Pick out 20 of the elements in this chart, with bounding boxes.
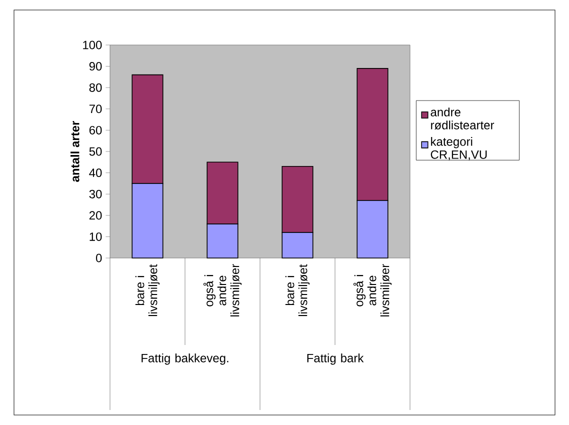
x-tick-label: bare i livsmiljøet xyxy=(135,264,160,316)
y-tick-label: 50 xyxy=(89,147,102,156)
x-tick-label: også i andre livsmiljøer xyxy=(203,264,242,316)
y-tick-label: 10 xyxy=(90,232,102,241)
y-tick-label: 30 xyxy=(89,190,102,198)
y-tick-label: 20 xyxy=(89,211,102,220)
legend-label: andre rødlistearter xyxy=(430,108,494,130)
y-tick-label: 100 xyxy=(83,40,102,50)
y-tick-label: 60 xyxy=(89,126,102,134)
legend-label: kategori CR,EN,VU xyxy=(430,137,487,160)
y-tick-label: 70 xyxy=(89,104,102,114)
y-tick-label: 0 xyxy=(96,254,102,262)
y-tick-label: 40 xyxy=(89,168,102,178)
y-tick-label: 80 xyxy=(89,83,102,92)
text: Fattig bakkeveg. xyxy=(142,354,228,365)
y-tick-label: 90 xyxy=(89,62,102,71)
x-tick-label: også i andre livsmiljøer xyxy=(353,264,392,316)
x-tick-label: bare i livsmiljøet xyxy=(285,264,310,316)
y-axis-title: antall arter xyxy=(70,121,80,182)
text: Fattig bark xyxy=(307,354,364,365)
